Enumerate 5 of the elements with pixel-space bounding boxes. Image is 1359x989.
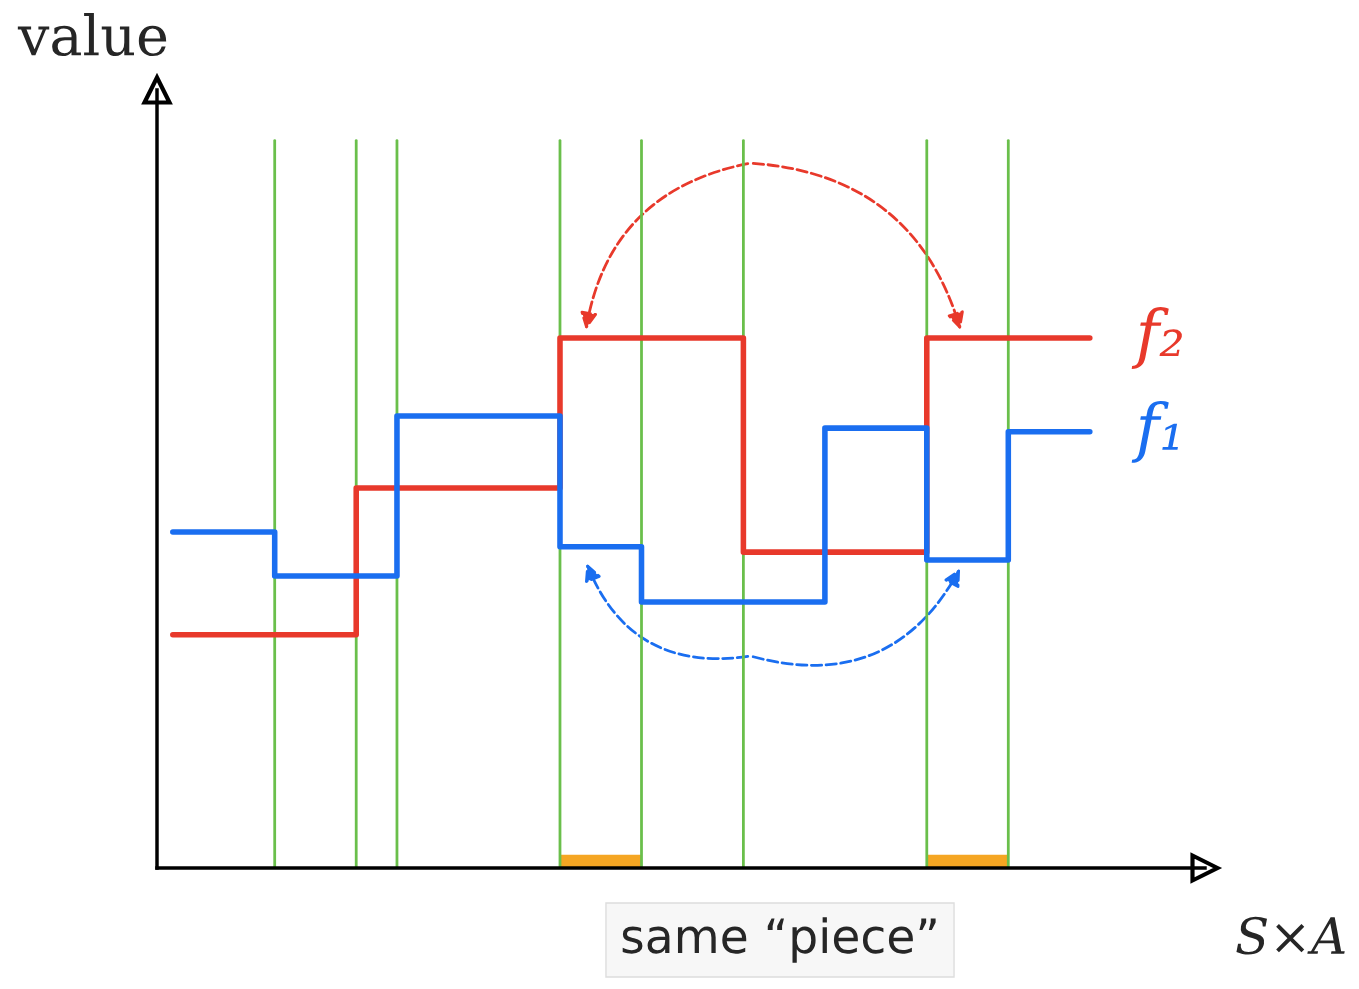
text: same “piece” — [622, 917, 936, 963]
x-axis-title: S×A — [1236, 916, 1345, 955]
series-label: f₁ — [1131, 400, 1178, 463]
series-label: f₂ — [1131, 307, 1182, 369]
text: value — [17, 13, 167, 57]
